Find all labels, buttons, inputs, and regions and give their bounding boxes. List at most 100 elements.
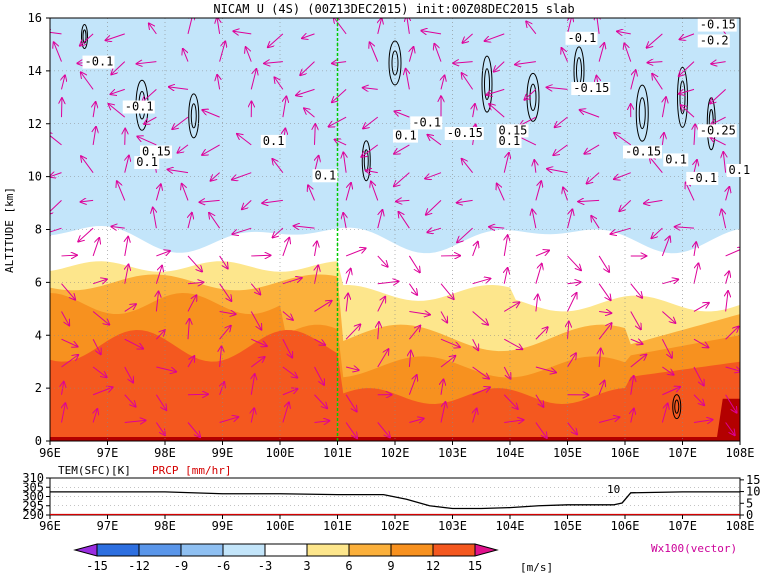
wind-vector-84 (211, 172, 220, 181)
wind-vector-32 (124, 366, 133, 383)
wind-vector-237 (524, 89, 537, 99)
wind-vector-3 (61, 338, 78, 346)
wind-vector-295 (662, 133, 664, 145)
wind-vector-126 (315, 241, 317, 257)
wind-vector-108 (282, 338, 292, 357)
contour-label-box-15 (697, 18, 737, 32)
wind-vector-76 (220, 382, 225, 395)
wind-vector-325 (710, 137, 726, 146)
wind-vector-269 (597, 18, 600, 34)
wind-vector-298 (648, 62, 663, 63)
contour-label-12: -0.15 (573, 81, 609, 95)
y-axis: 0 2 4 6 8 10 12 14 16 (28, 11, 50, 448)
wind-vector-67 (188, 213, 192, 229)
wind-vector-198 (472, 338, 479, 350)
wind-vector-249 (547, 169, 568, 173)
colorbar-end-low (73, 543, 98, 557)
wind-vector-16 (92, 387, 112, 396)
wind-vector-66 (187, 255, 202, 272)
surface-x-tick-9: 105E (553, 519, 582, 533)
wind-vector-34 (124, 304, 136, 312)
wind-vector-299 (647, 33, 663, 48)
wind-vector-172 (398, 212, 410, 229)
wind-vector-171 (408, 255, 419, 272)
wind-vector-259 (599, 311, 611, 313)
x-tick-7: 103E (438, 446, 467, 460)
wind-vector-71 (172, 116, 189, 129)
wind-vector-211 (503, 394, 518, 409)
wind-vector-109 (282, 311, 293, 319)
surface-x-tick-7: 103E (438, 519, 467, 533)
wind-vector-242 (567, 353, 576, 368)
wind-vector-230 (535, 264, 542, 284)
colorbar-seg-7 (390, 543, 434, 557)
contour-4 (481, 55, 493, 113)
colorbar: -15 -12 -9 -6 -3 3 6 9 12 15 (73, 543, 499, 573)
wind-vector-258 (598, 323, 611, 340)
y-tick-2: 4 (35, 328, 42, 342)
wind-vector-182 (440, 356, 455, 368)
wind-vector-255 (598, 417, 619, 423)
wind-vector-15 (93, 409, 97, 423)
wind-vector-193 (434, 44, 442, 62)
surface-panel: TEM(SFC)[K] PRCP [mm/hr] 10 290295300305… (22, 464, 760, 533)
wind-vector-250 (553, 144, 568, 155)
wind-vector-83 (199, 200, 220, 202)
wind-vector-128 (308, 185, 315, 201)
contour-label-box-18 (686, 171, 719, 185)
contour-label-box-6 (410, 116, 443, 130)
wind-vector-86 (202, 110, 220, 118)
wind-vector-149 (334, 18, 347, 35)
contour-label-2: 0.15 (142, 144, 171, 158)
wind-vector-210 (504, 420, 523, 423)
chart-title: NICAM U (4S) (00Z13DEC2015) init:00Z08DE… (213, 2, 574, 16)
contour-inner-1 (190, 103, 197, 129)
wind-vector-159 (366, 171, 378, 173)
wind-vector-167 (409, 351, 410, 368)
wind-vector-41 (108, 104, 126, 118)
wind-vector-72 (169, 87, 189, 90)
wind-vector-285 (661, 404, 667, 423)
wind-vector-136 (345, 394, 357, 412)
wind-vector-98 (242, 200, 252, 209)
contour-2 (361, 140, 371, 182)
wind-vector-105 (282, 402, 289, 423)
contour-label-7: 0.1 (395, 129, 417, 143)
wind-vector-185 (440, 283, 454, 299)
surface-x-tick-11: 107E (668, 519, 697, 533)
wind-vector-58 (137, 62, 157, 64)
wind-vector-232 (532, 209, 536, 229)
wind-vector-43 (111, 61, 126, 75)
contour-label-box-1 (122, 100, 155, 114)
contour-label-box-4 (260, 134, 286, 148)
wind-vector-326 (711, 116, 726, 125)
wind-vector-262 (591, 216, 600, 229)
wind-vector-150 (377, 422, 390, 437)
colorbar-seg-4 (264, 543, 308, 557)
wind-vector-55 (137, 136, 157, 146)
wind-vector-319 (726, 291, 728, 312)
contour-label-box-10 (496, 134, 522, 148)
wind-vector-318 (725, 327, 739, 340)
contour-label-box-17 (697, 124, 737, 138)
contour-label-1: -0.1 (125, 100, 154, 114)
surface-label-tem: TEM(SFC)[K] (58, 464, 131, 477)
wind-vector-238 (515, 62, 536, 65)
wind-vector-87 (217, 75, 219, 90)
contour-label-box-2 (140, 145, 172, 159)
surface-right-tick-1: 5 (746, 496, 753, 510)
colorbar-label-2: -9 (174, 559, 188, 573)
wind-vector-117 (274, 77, 284, 90)
wind-vector-252 (547, 87, 568, 89)
wind-vector-290 (662, 279, 678, 283)
band-red (50, 329, 740, 441)
x-tick-12: 108E (726, 446, 755, 460)
contour-label-11: -0.1 (568, 31, 597, 45)
wind-vector-180 (440, 402, 445, 423)
colorbar-label-5: 3 (303, 559, 310, 573)
wind-vector-188 (426, 200, 442, 214)
wind-vector-118 (264, 62, 283, 64)
colorbar-seg-5 (306, 543, 350, 557)
wind-vector-206 (473, 104, 475, 118)
